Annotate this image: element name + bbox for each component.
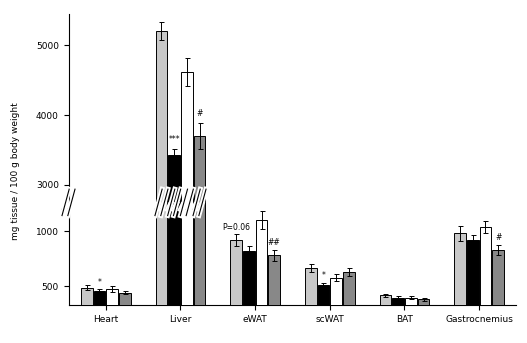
Bar [454,233,466,342]
Bar [193,0,206,342]
Text: #: # [197,109,203,118]
Bar [243,251,255,342]
Bar [467,330,479,343]
Text: mg tissue / 100 g body weight: mg tissue / 100 g body weight [11,103,21,240]
Bar [305,268,317,342]
Bar [417,299,430,342]
Bar [94,292,105,342]
Bar [181,72,193,343]
Bar [480,227,491,342]
Bar [256,220,267,342]
Bar [492,336,504,343]
Bar [168,0,180,342]
Bar [379,295,392,342]
Bar [119,293,131,342]
Bar [230,330,242,343]
Bar [343,272,355,342]
Bar [256,318,267,343]
Bar [480,322,491,343]
Bar [330,277,342,342]
Bar [318,285,329,342]
Bar [230,240,242,342]
Bar [243,337,255,343]
Bar [492,250,504,342]
Text: P=0.06: P=0.06 [222,223,250,232]
Bar [81,287,93,342]
Bar [168,155,180,343]
Bar [181,0,193,342]
Bar [268,256,280,342]
Text: *: * [321,271,325,280]
Bar [454,326,466,343]
Text: ##: ## [268,238,280,247]
Text: *: * [97,277,101,287]
Bar [467,240,479,342]
Bar [155,31,168,343]
Bar [392,298,404,342]
Text: ***: *** [168,135,180,144]
Bar [405,297,417,342]
Bar [155,0,168,342]
Bar [106,289,118,342]
Text: #: # [495,233,501,243]
Bar [193,136,206,343]
Bar [268,340,280,343]
